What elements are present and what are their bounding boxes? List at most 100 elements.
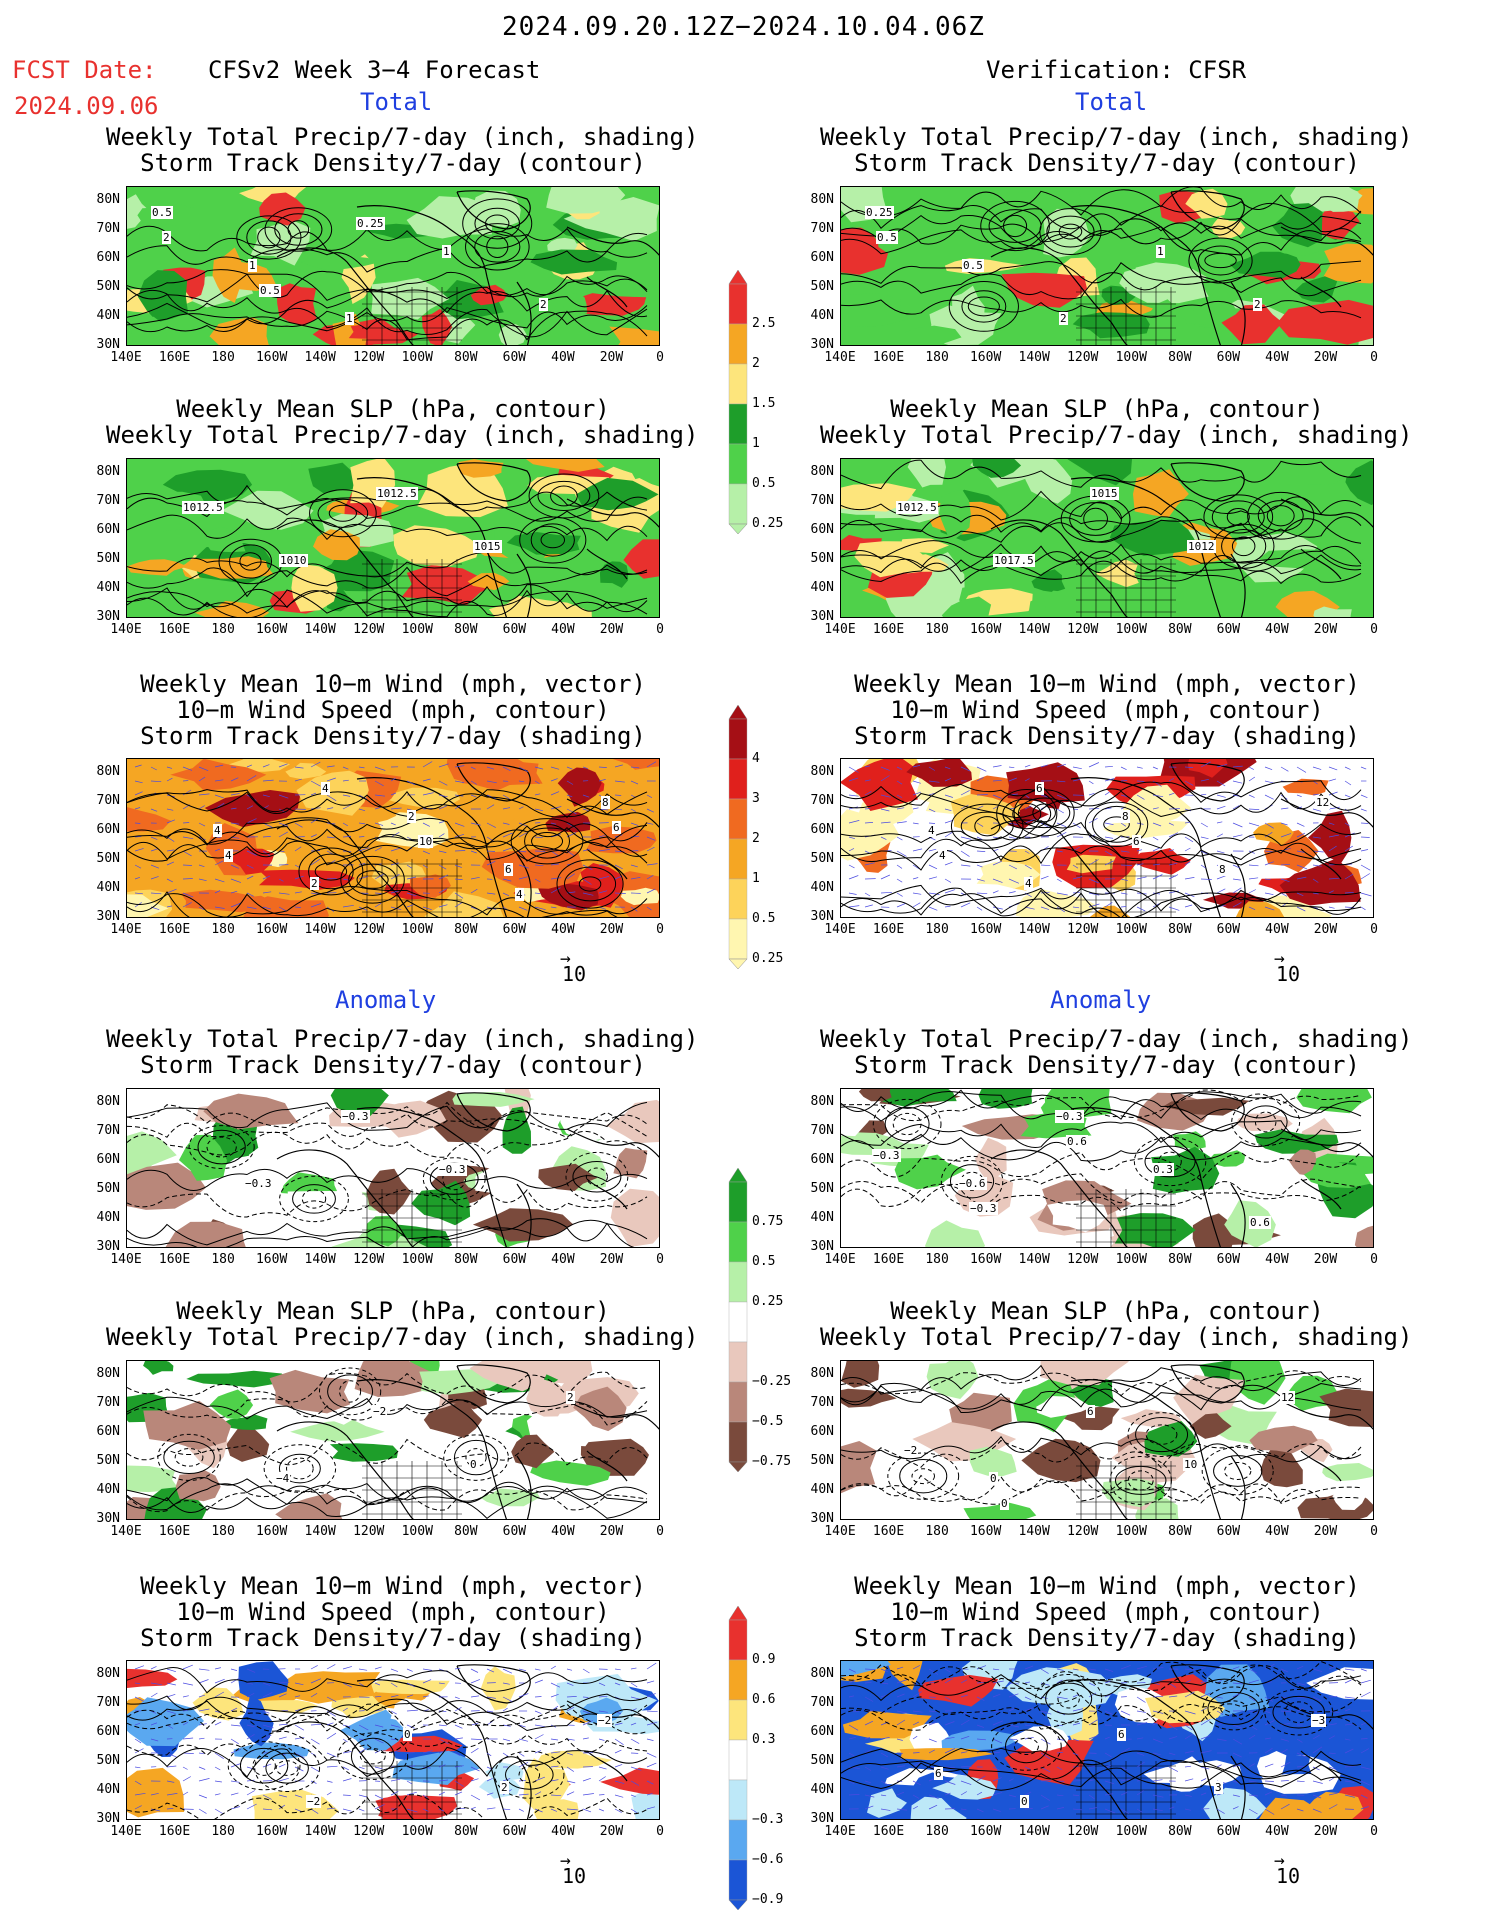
longitude-label: 160E [872, 922, 905, 937]
section-anomaly-left: Anomaly [335, 986, 437, 1014]
longitude-label: 140E [110, 1524, 142, 1539]
latitude-label: 60N [96, 1724, 120, 1739]
shading-region [1095, 559, 1139, 588]
longitude-label: 160W [255, 1252, 288, 1267]
colorbar-segment [728, 1659, 748, 1701]
shading-region [1043, 590, 1080, 617]
coastline [1230, 853, 1246, 917]
longitude-label: 40W [1265, 1824, 1289, 1839]
colorbar-label: −0.6 [752, 1852, 784, 1867]
colorbar-segment [728, 1699, 748, 1741]
contour-label: 0.3 [1152, 1163, 1174, 1176]
contour-label: 0 [403, 1728, 412, 1741]
colorbar-label: 1 [752, 436, 760, 451]
colorbar-label: 0.75 [752, 1214, 784, 1229]
shading-region [1253, 822, 1294, 846]
shading-region [623, 539, 659, 579]
coastline [990, 1421, 1128, 1519]
latitude-label: 50N [96, 1453, 120, 1468]
contour-label: 1012 [1187, 540, 1216, 553]
longitude-label: 160E [158, 1824, 191, 1839]
shading-region [269, 1369, 351, 1414]
latitude-label: 30N [810, 1811, 834, 1826]
section-total-right: Total [1075, 88, 1148, 116]
coastline [516, 1455, 532, 1519]
latitude-label: 60N [96, 1424, 120, 1439]
contour-label: 0 [1020, 1795, 1029, 1808]
coastline [1070, 1107, 1221, 1247]
longitude-label: 40W [551, 922, 575, 937]
shading-region [127, 194, 151, 229]
panel-title-line: Storm Track Density/7-day (contour) [140, 149, 646, 177]
latitude-label: 70N [96, 1695, 120, 1710]
contour-label: 2 [539, 298, 548, 311]
contour-label: 4 [224, 849, 233, 862]
longitude-label: 140W [304, 1824, 336, 1839]
longitude-label: 180 [211, 1824, 235, 1839]
shading-region [329, 1443, 398, 1462]
contour-label: 3 [1214, 1781, 1223, 1794]
colorbar-segment [728, 718, 748, 760]
contour-label: 6 [934, 1767, 943, 1780]
longitude-label: 20W [1313, 622, 1338, 637]
colorbar-tip [728, 523, 748, 535]
coastline [566, 1700, 659, 1730]
colorbar-label: 0.5 [752, 476, 776, 491]
coastline [586, 1450, 628, 1482]
panel-title-line: Weekly Mean 10−m Wind (mph, vector) [140, 1572, 646, 1600]
shading-region [1288, 1149, 1317, 1176]
colorbar-tip [728, 704, 748, 720]
shading-region [290, 1419, 385, 1442]
panel-title-line: Storm Track Density/7-day (contour) [854, 149, 1360, 177]
coastline [356, 1379, 507, 1519]
latitude-label: 50N [96, 1181, 120, 1196]
state-boundaries [362, 1461, 462, 1519]
shading-region [561, 292, 588, 322]
shading-region [1276, 299, 1373, 345]
state-boundaries [362, 287, 462, 345]
coastline [1300, 848, 1342, 880]
shading-region [906, 759, 972, 787]
longitude-label: 40W [551, 350, 575, 365]
shading-region [127, 559, 188, 576]
shading-region [385, 787, 461, 809]
longitude-label: 40W [1265, 1252, 1289, 1267]
longitude-label: 80W [454, 1824, 478, 1839]
colorbar-segment [728, 878, 748, 920]
shading-region [557, 767, 602, 807]
latitude-label: 60N [96, 522, 120, 537]
shading-region [1015, 888, 1098, 917]
shading-region [1144, 1421, 1198, 1457]
shading-region [143, 1400, 232, 1450]
map-panel-r-5 [840, 1360, 1374, 1520]
longitude-label: 100W [401, 1824, 433, 1839]
panel-title-line: 10−m Wind Speed (mph, contour) [890, 1598, 1324, 1626]
contour-label: 8 [1121, 810, 1130, 823]
longitude-label: 120W [353, 1252, 385, 1267]
longitude-label: 140W [304, 922, 336, 937]
latitude-label: 40N [96, 1782, 120, 1797]
coastline [1230, 1755, 1246, 1819]
contour-label: 10 [1183, 1458, 1199, 1471]
longitude-label: 140W [1018, 350, 1050, 365]
latitude-label: 30N [96, 909, 120, 924]
shading-region [1067, 459, 1133, 486]
contour-label: 12 [1315, 796, 1331, 809]
latitude-label: 80N [810, 1094, 834, 1109]
longitude-label: 80W [454, 622, 478, 637]
shading-region [841, 228, 888, 275]
coastline [1230, 1455, 1246, 1519]
contour-label: 0 [469, 1458, 478, 1471]
panel-title-line: 10−m Wind Speed (mph, contour) [176, 1598, 610, 1626]
coastline [276, 1421, 414, 1519]
shading-region [1354, 1225, 1373, 1247]
coastline [1170, 1092, 1245, 1132]
shading-region [1296, 1089, 1372, 1114]
colorbar-segment [728, 918, 748, 960]
longitude-label: 80W [1168, 622, 1192, 637]
shading-region [127, 1767, 185, 1818]
shading-region [969, 1446, 1017, 1477]
longitude-label: 40W [551, 622, 575, 637]
latitude-label: 60N [96, 1152, 120, 1167]
coastline [456, 1364, 531, 1404]
